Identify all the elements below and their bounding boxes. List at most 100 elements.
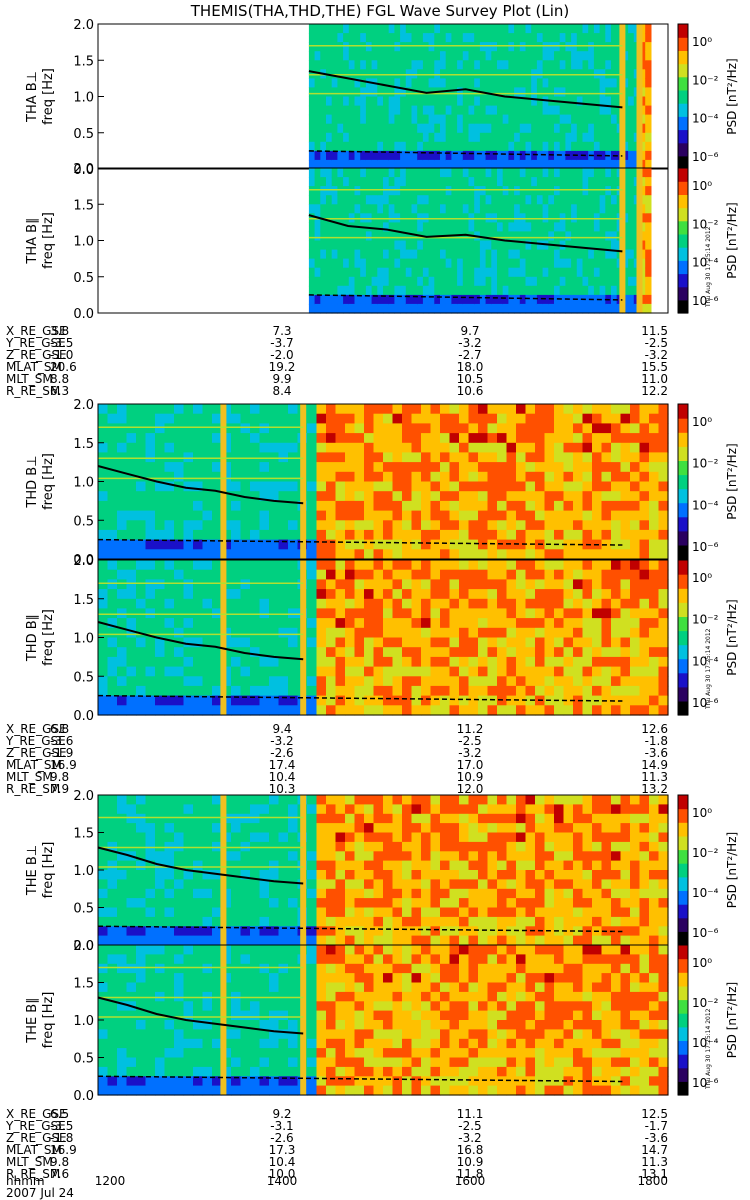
ephemeris-value: 10.9 xyxy=(457,770,484,784)
fcp-dashed-curve xyxy=(308,150,623,157)
colorbar-step xyxy=(678,446,688,461)
ephemeris-value: 16.9 xyxy=(50,1143,77,1157)
colorbar-step xyxy=(678,194,688,209)
colorbar-step xyxy=(678,999,688,1014)
colorbar-step xyxy=(678,116,688,131)
colorbar-step xyxy=(678,574,688,589)
colorbar-tick-label: 10⁻⁴ xyxy=(692,256,719,270)
colorbar-step xyxy=(678,516,688,532)
fce-curve xyxy=(97,996,304,1035)
ephemeris-row-label: MLAT_SM xyxy=(6,1143,62,1157)
y-tick-label: 0.0 xyxy=(73,709,94,724)
colorbar-tick-label: 10⁻² xyxy=(692,613,719,627)
ephemeris-row-label: Y_RE_GSE xyxy=(5,734,66,748)
ephemeris-value: -2.5 xyxy=(458,1119,481,1133)
ephemeris-value: 10.9 xyxy=(457,1155,484,1169)
panel-thd-bpar: 0.0 0.5 1.0 1.5 2.0 freq [Hz]THD B∥ 10⁰ 10⁻² 10⁻… xyxy=(25,554,739,724)
ephemeris-value: 11.0 xyxy=(641,372,668,386)
colorbar-step xyxy=(678,863,688,878)
ephemeris-value: 7.6 xyxy=(50,1167,69,1181)
colorbar-step xyxy=(678,460,688,476)
spectral-bright-line xyxy=(300,404,307,559)
colorbar-step xyxy=(678,588,688,603)
y-tick-label: 1.5 xyxy=(73,977,94,992)
colorbar-step xyxy=(678,686,688,702)
y-axis-label: freq [Hz] xyxy=(41,842,56,899)
colorbar: 10⁰ 10⁻² 10⁻⁴ 10⁻⁶ PSD [nT²/Hz] Thu Aug 30 17… xyxy=(677,167,739,314)
y-axis-label: freq [Hz] xyxy=(41,68,56,125)
y-axis-label: freq [Hz] xyxy=(41,453,56,510)
colorbar-tick-label: 10⁰ xyxy=(692,415,712,429)
panel-label: THD B∥ xyxy=(25,614,40,662)
spectral-bright-line xyxy=(300,795,307,945)
ephemeris-value: 18.0 xyxy=(457,360,484,374)
colorbar-tick-label: 10⁻⁴ xyxy=(692,654,719,668)
ephemeris-value: 11.3 xyxy=(641,770,668,784)
colorbar-step xyxy=(678,658,688,674)
colorbar: 10⁰ 10⁻² 10⁻⁴ 10⁻⁶ PSD [nT²/Hz] xyxy=(677,403,739,560)
spectrogram-cells xyxy=(98,560,669,716)
ephemeris-value: 13.1 xyxy=(641,1167,668,1181)
y-tick-label: 2.0 xyxy=(73,398,94,413)
colorbar-step xyxy=(678,672,688,688)
spectral-bright-line xyxy=(619,24,626,169)
ephemeris-row-label: MLAT_SM xyxy=(6,758,62,772)
colorbar-tick-label: 10⁰ xyxy=(692,956,712,970)
timestamp-stamp: Thu Aug 30 17:25:14 2012 xyxy=(705,628,712,710)
colorbar-step xyxy=(678,560,688,575)
ephemeris-value: 14.9 xyxy=(641,758,668,772)
panel-tha-bperp: 0.0 0.5 1.0 1.5 2.0 freq [Hz]THA B⊥ 10⁰ 10⁻² 10⁻… xyxy=(25,18,739,178)
spectral-bright-line xyxy=(619,168,626,313)
colorbar-step xyxy=(678,89,688,104)
colorbar-tick-label: 10⁻⁶ xyxy=(692,540,719,554)
ephemeris-value: 8.4 xyxy=(272,384,291,398)
ephemeris-value: -2.5 xyxy=(645,336,668,350)
ephemeris-value: 17.0 xyxy=(457,758,484,772)
colorbar-label: PSD [nT²/Hz] xyxy=(725,832,739,908)
colorbar-step xyxy=(678,876,688,891)
panel-label: THD B⊥ xyxy=(25,455,40,508)
ephemeris-value: 15.5 xyxy=(641,360,668,374)
colorbar-tick-label: 10⁻⁶ xyxy=(692,1076,719,1090)
colorbar-step xyxy=(678,1081,688,1096)
colorbar-step xyxy=(678,299,688,314)
y-tick-label: 0.0 xyxy=(73,553,94,568)
x-tick-label: 1200 xyxy=(95,1174,126,1188)
ephemeris-value: -3.2 xyxy=(645,348,668,362)
ephemeris-value: -3.6 xyxy=(50,734,73,748)
colorbar-frame xyxy=(677,167,689,314)
time-axis: hhmm 1200 1400 1600 1800 2007 Jul 24 xyxy=(6,1174,668,1200)
ephemeris-value: -3.6 xyxy=(645,746,668,760)
ephemeris-value: 20.6 xyxy=(50,360,77,374)
y-tick-label: 0.5 xyxy=(73,902,94,917)
colorbar-label: PSD [nT²/Hz] xyxy=(725,58,739,134)
ephemeris-row-label: R_RE_SM xyxy=(6,782,60,796)
spectrogram-cells xyxy=(98,795,669,946)
ephemeris-value: -1.0 xyxy=(50,348,73,362)
colorbar-tick-label: 10⁻⁴ xyxy=(692,1036,719,1050)
colorbar-step xyxy=(678,155,688,170)
y-tick-label: 1.0 xyxy=(73,476,94,491)
colorbar-step xyxy=(678,63,688,78)
colorbar-step xyxy=(678,247,688,261)
colorbar: 10⁰ 10⁻² 10⁻⁴ 10⁻⁶ PSD [nT²/Hz] Thu Aug 30 17… xyxy=(677,944,739,1096)
y-tick-label: 0.5 xyxy=(73,514,94,529)
ephemeris-value: 11.3 xyxy=(641,1155,668,1169)
colorbar-step xyxy=(678,644,688,660)
y-tick-label: 1.5 xyxy=(73,593,94,608)
fce-curve xyxy=(308,70,623,109)
ephemeris-value: 11.5 xyxy=(641,324,668,338)
ephemeris-row-label: X_RE_GSE xyxy=(6,1107,67,1121)
date-label: 2007 Jul 24 xyxy=(6,1186,74,1200)
ephemeris-value: 10.5 xyxy=(457,372,484,386)
colorbar-step xyxy=(678,260,688,275)
colorbar-tick-label: 10⁻⁶ xyxy=(692,926,719,940)
ephemeris-row-label: MLT_SM xyxy=(6,1155,53,1169)
ephemeris-value: 11.1 xyxy=(457,1107,484,1121)
ephemeris-value: 7.9 xyxy=(50,782,69,796)
